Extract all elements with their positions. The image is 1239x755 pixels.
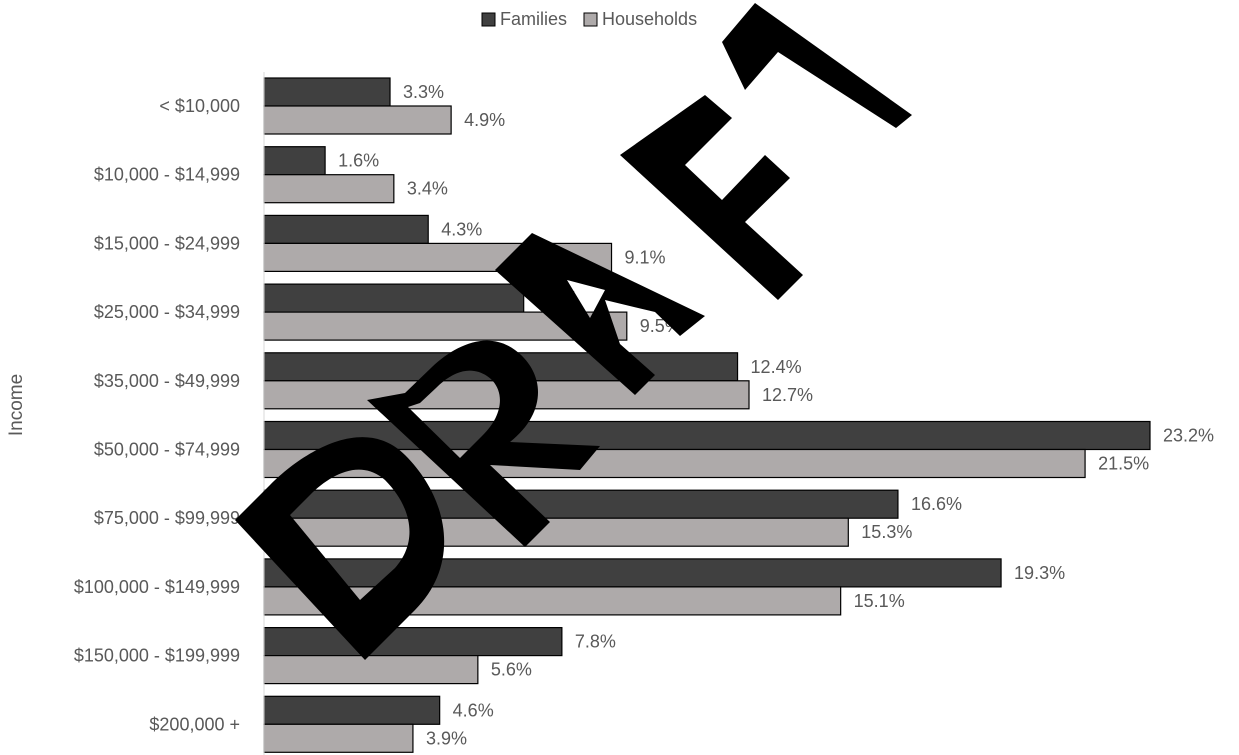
watermark-letter-f — [620, 95, 803, 300]
bar-households — [263, 517, 849, 547]
category-label: $15,000 - $24,999 — [94, 233, 240, 253]
legend: Families Households — [481, 9, 697, 29]
data-label-families: 4.3% — [441, 219, 482, 239]
data-label-households: 12.7% — [762, 385, 813, 405]
data-label-families: 23.2% — [1163, 426, 1214, 446]
category-label: $25,000 - $34,999 — [94, 302, 240, 322]
bar-families — [263, 489, 899, 519]
category-label: < $10,000 — [159, 96, 240, 116]
category-label: $35,000 - $49,999 — [94, 371, 240, 391]
data-label-households: 15.3% — [861, 522, 912, 542]
value-labels: 3.3%4.9%1.6%3.4%4.3%9.1%6.8%9.5%12.4%12.… — [338, 82, 1214, 748]
data-label-families: 3.3% — [403, 82, 444, 102]
category-label: $75,000 - $99,999 — [94, 508, 240, 528]
category-labels: < $10,000 $10,000 - $14,999 $15,000 - $24,… — [74, 96, 240, 734]
category-label: $150,000 - $199,999 — [74, 646, 240, 666]
data-label-households: 4.9% — [464, 110, 505, 130]
data-label-households: 21.5% — [1098, 454, 1149, 474]
bar-households — [263, 174, 395, 204]
bar-families — [263, 626, 563, 657]
data-label-families: 12.4% — [751, 357, 802, 377]
bar-households — [263, 723, 414, 753]
y-axis-title: Income — [6, 374, 27, 436]
watermark-letter-a — [495, 233, 705, 395]
category-label: $50,000 - $74,999 — [94, 440, 240, 460]
data-label-families: 19.3% — [1014, 563, 1065, 583]
bar-households — [263, 654, 479, 685]
legend-label-households: Households — [602, 9, 697, 29]
data-label-families: 1.6% — [338, 151, 379, 171]
watermark-letter-d — [235, 437, 445, 660]
draft-watermark — [235, 3, 912, 660]
bar-families — [263, 146, 326, 176]
data-label-families: 7.8% — [575, 632, 616, 652]
bar-families — [263, 283, 525, 313]
category-label: $100,000 - $149,999 — [74, 577, 240, 597]
category-label: $10,000 - $14,999 — [94, 165, 240, 185]
data-label-households: 9.1% — [625, 247, 666, 267]
bar-households — [263, 105, 452, 135]
data-label-families: 16.6% — [911, 494, 962, 514]
legend-swatch-families — [481, 12, 496, 27]
watermark-letter-r — [367, 340, 600, 547]
bar-families — [263, 77, 391, 107]
legend-swatch-households — [583, 12, 598, 27]
data-label-households: 3.9% — [426, 728, 467, 748]
legend-label-families: Families — [500, 9, 567, 29]
bar-families — [263, 695, 441, 725]
data-label-families: 4.6% — [453, 700, 494, 720]
data-label-households: 15.1% — [854, 591, 905, 611]
data-label-households: 3.4% — [407, 179, 448, 199]
data-label-households: 5.6% — [491, 660, 532, 680]
category-label: $200,000 + — [149, 714, 240, 734]
bar-families — [263, 214, 429, 244]
watermark-letter-t — [722, 3, 912, 128]
bar-families — [263, 558, 1002, 588]
